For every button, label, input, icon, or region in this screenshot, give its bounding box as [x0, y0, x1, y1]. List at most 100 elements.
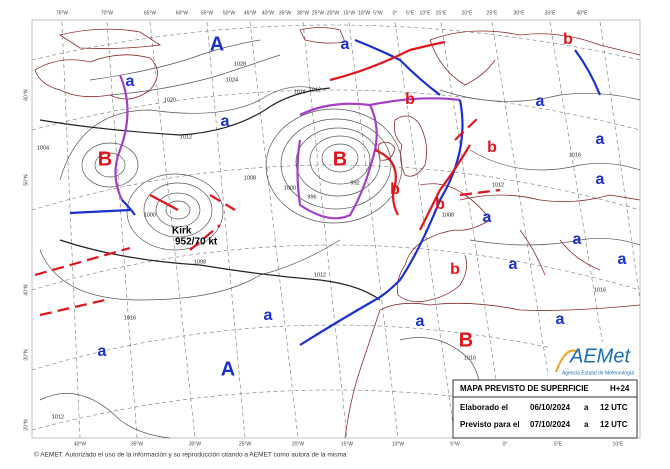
low-pressure-label: b: [435, 196, 445, 213]
meridian-label: 10°E: [420, 10, 432, 16]
meridian-label: 5°E: [554, 441, 563, 447]
coastlines: [34, 27, 641, 439]
map-frame: [31, 19, 641, 439]
low-pressure-label: b: [405, 91, 415, 108]
high-pressure-label: a: [618, 251, 627, 268]
logo-subtitle: Agencia Estatal de Meteorología: [562, 370, 634, 376]
latitude-label: 30°N: [23, 349, 29, 361]
meridian-label: 65°W: [144, 10, 157, 16]
high-pressure-label: a: [596, 171, 605, 188]
high-pressure-label: a: [509, 256, 518, 273]
meridian-label: 75°W: [56, 10, 69, 16]
high-pressure-label: a: [98, 343, 107, 360]
meridian-label: 0°: [393, 10, 398, 16]
meridian-label: 30°E: [514, 10, 526, 16]
isobar-label: 1012: [492, 182, 504, 188]
meridian-label: 25°W: [239, 441, 252, 447]
isobar-label: 1008: [244, 175, 256, 181]
low-pressure-label: b: [563, 31, 573, 48]
high-pressure-label: a: [536, 93, 545, 110]
high-pressure-label: a: [126, 73, 135, 90]
info-sep: a: [584, 420, 589, 429]
latitude-label: 60°N: [23, 89, 29, 101]
meridian-label: 50°W: [223, 10, 236, 16]
isobar-label: 1028: [234, 61, 246, 67]
high-pressure-label: a: [556, 311, 565, 328]
isobars: [39, 39, 641, 439]
meridian-label: 60°W: [176, 10, 189, 16]
meridian-label: 15°E: [436, 10, 448, 16]
low-pressure-label: B: [333, 148, 347, 170]
meridian-label: 35°W: [131, 441, 144, 447]
logo-swoosh: [555, 349, 579, 373]
info-title: MAPA PREVISTO DE SUPERFICIE: [460, 384, 589, 393]
low-pressure-label: B: [459, 329, 473, 351]
high-pressure-label: a: [596, 131, 605, 148]
latitude-label: 50°N: [23, 174, 29, 186]
labels: 75°W 70°W 65°W 60°W 55°W 50°W 45°W 40°W 35°W 30°W…: [23, 10, 626, 447]
meridian-label: 25°E: [487, 10, 499, 16]
latitude-label: 40°N: [23, 284, 29, 296]
info-frame: [452, 379, 638, 439]
info-forecast: H+24: [610, 384, 630, 393]
isobar-label: 1008: [194, 259, 206, 265]
meridian-label: 35°E: [545, 10, 557, 16]
isobar-label: 1016: [569, 152, 581, 158]
isobar-label: 1016: [594, 287, 606, 293]
meridian-label: 45°W: [244, 10, 257, 16]
meridian-label: 10°E: [613, 441, 625, 447]
high-pressure-label: a: [416, 313, 425, 330]
high-pressure-label: A: [221, 358, 235, 380]
isobar-label: 1012: [180, 134, 192, 140]
info-time: 12 UTC: [600, 420, 628, 429]
meridian-label: 25°W: [312, 10, 325, 16]
isobar-label: 1024: [226, 77, 238, 83]
meridian-label: 15°W: [343, 10, 356, 16]
info-time: 12 UTC: [600, 403, 628, 412]
isobar-label: 1012: [314, 272, 326, 278]
fronts: [34, 38, 602, 346]
meridian-label: 20°E: [462, 10, 474, 16]
low-pressure-label: b: [390, 181, 400, 198]
info-sep: a: [584, 403, 589, 412]
latitude-label: 20°N: [23, 419, 29, 431]
meridian-label: 20°W: [292, 441, 305, 447]
meridian-label: 30°W: [297, 10, 310, 16]
logo-name: AEMet: [569, 345, 631, 367]
meridian-label: 15°W: [341, 441, 354, 447]
storm-name: Kirk: [172, 226, 192, 237]
meridian-label: 10°W: [358, 10, 371, 16]
isobar-label: 1012: [52, 414, 64, 420]
meridian-label: 35°W: [279, 10, 292, 16]
logo: AEMet Agencia Estatal de Meteorología: [548, 342, 638, 378]
isobar-label: 1020: [164, 97, 176, 103]
isobar-label: 1016: [464, 355, 476, 361]
storm-detail: 952/70 kt: [175, 237, 218, 248]
info-label: Elaborado el: [460, 403, 508, 412]
high-pressure-label: a: [221, 113, 230, 130]
info-box: MAPA PREVISTO DE SUPERFICIE H+24 Elabora…: [452, 379, 638, 439]
meridian-label: 70°W: [101, 10, 114, 16]
high-pressure-label: A: [210, 33, 224, 55]
logo-bg: [548, 342, 638, 378]
isobar-label: 1016: [124, 315, 136, 321]
meridian-label: 40°W: [262, 10, 275, 16]
high-pressure-label: a: [483, 209, 492, 226]
high-pressure-label: a: [264, 307, 273, 324]
meridian-label: 5°W: [373, 10, 383, 16]
graticule: [31, 21, 641, 439]
isobar-label: 1008: [442, 212, 454, 218]
meridian-label: 5°E: [406, 10, 415, 16]
high-pressure-label: a: [341, 36, 350, 53]
meridian-label: 10°W: [392, 441, 405, 447]
high-pressure-label: a: [573, 231, 582, 248]
info-date: 07/10/2024: [530, 420, 571, 429]
meridian-label: 40°E: [577, 10, 589, 16]
isobar-label: 1000: [144, 212, 156, 218]
info-date: 06/10/2024: [530, 403, 571, 412]
isobar-label: 992: [350, 180, 359, 186]
low-pressure-label: b: [487, 139, 497, 156]
isobar-label: 1016: [294, 89, 306, 95]
meridian-label: 0°: [503, 441, 508, 447]
meridian-label: 55°W: [201, 10, 214, 16]
